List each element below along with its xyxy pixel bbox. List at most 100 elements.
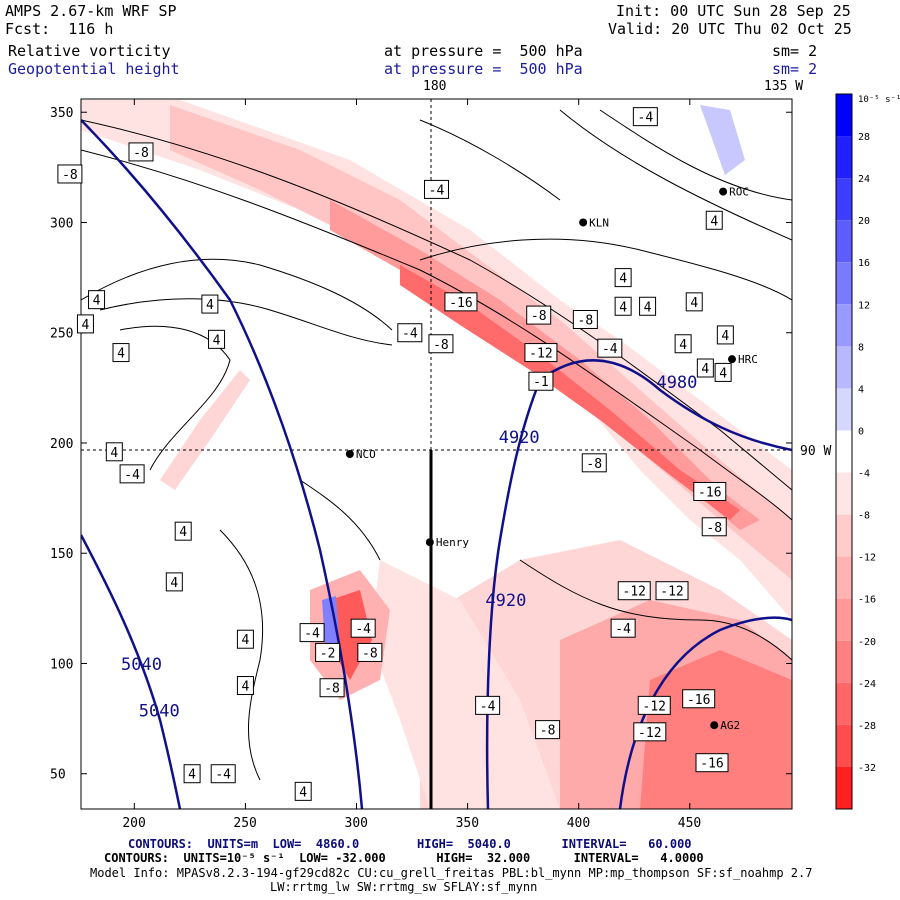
vort-label: -12: [660, 585, 683, 600]
vort-label: -8: [578, 313, 594, 328]
vort-shade-band-mid: [170, 105, 792, 580]
field2-level: at pressure = 500 hPa: [384, 60, 583, 78]
field2-smooth: sm= 2: [772, 60, 818, 78]
footer-height-contours: CONTOURS: UNITS=m LOW= 4860.0 HIGH= 5040…: [128, 837, 692, 851]
colorbar-label: -4: [858, 469, 870, 480]
vort-contour-4a: [81, 258, 393, 331]
vort-label-box: [637, 695, 671, 715]
vort-label: -12: [623, 585, 646, 600]
vort-shade-lower-right-inner: [640, 650, 792, 809]
station-label: KLN: [589, 216, 609, 229]
vort-label-box: [614, 296, 632, 316]
height-contour-4920: [485, 359, 792, 809]
height-contour-4980-right: [618, 616, 792, 809]
colorbar-swatch: [836, 262, 852, 305]
y-tick-label: 50: [50, 768, 66, 783]
vort-label: 4: [213, 333, 221, 348]
vort-label: -8: [531, 309, 547, 324]
vort-label: -1: [533, 375, 549, 390]
vort-label-box: [428, 334, 454, 354]
vort-label: 4: [188, 768, 196, 783]
vort-label: -8: [62, 168, 78, 183]
colorbar-swatch: [836, 556, 852, 599]
vort-contours: [81, 109, 792, 781]
vort-label: -16: [449, 296, 472, 311]
vort-label-box: [76, 314, 94, 334]
plot-frame: [80, 98, 793, 810]
height-label: 4920: [499, 428, 540, 448]
vort-label: 4: [721, 329, 729, 344]
vort-label: -16: [700, 757, 723, 772]
field2-name: Geopotential height: [8, 60, 180, 78]
colorbar-label: 12: [858, 300, 870, 311]
vort-label-box: [693, 481, 727, 501]
stations: NCO Henry KLN HRC ROC AG2: [345, 186, 758, 732]
field1-name: Relative vorticity: [8, 42, 171, 60]
colorbar-label: 20: [858, 216, 870, 227]
vort-label: -12: [643, 699, 666, 714]
vort-label-box: [639, 296, 657, 316]
station-label: ROC: [729, 186, 749, 199]
vort-label: -4: [615, 622, 631, 637]
vort-label: -16: [698, 485, 721, 500]
vort-label-box: [319, 678, 345, 698]
vort-label-box: [201, 294, 219, 314]
vort-label-box: [632, 107, 658, 127]
vort-label: 4: [679, 338, 687, 353]
station-marker: [719, 187, 728, 196]
vort-label-box: [210, 764, 236, 784]
vort-label: 4: [117, 347, 125, 362]
height-contours: [81, 119, 792, 809]
vort-label: 4: [619, 272, 627, 287]
valid-time: Valid: 20 UTC Thu 02 Oct 25: [608, 20, 852, 38]
vort-label: -4: [429, 183, 445, 198]
colorbar-swatch: [836, 304, 852, 347]
height-contour-4980-left: [81, 119, 364, 809]
vort-label: 4: [242, 680, 250, 695]
y-tick-label: 350: [50, 106, 73, 121]
vort-label: 4: [110, 446, 118, 461]
vort-shade-top-positive: [700, 105, 745, 175]
colorbar-label: 0: [858, 426, 864, 437]
colorbar-units: 10⁻⁵ s⁻¹: [858, 95, 900, 105]
colorbar-swatch: [836, 514, 852, 557]
vort-label-box: [105, 442, 123, 462]
axes: 200 250 300 350 400 450 50 100 150 200 250 300 350: [50, 99, 792, 831]
vort-label: 4: [299, 785, 307, 800]
vort-label: -16: [687, 693, 710, 708]
colorbar-label: 28: [858, 132, 870, 143]
colorbar-label: -20: [858, 637, 876, 648]
colorbar-label: -28: [858, 721, 876, 732]
vort-label-box: [444, 292, 478, 312]
vort-label: -4: [602, 342, 618, 357]
x-tick-label: 250: [233, 816, 256, 831]
vort-contour-4c: [119, 325, 231, 471]
vort-label-box: [674, 334, 692, 354]
vort-label-box: [716, 325, 734, 345]
vort-label: 4: [719, 366, 727, 381]
init-time: Init: 00 UTC Sun 28 Sep 25: [616, 2, 851, 20]
vort-label: -4: [124, 468, 140, 483]
vort-label: -4: [355, 622, 371, 637]
colorbar-swatch: [836, 136, 852, 179]
vort-label: -8: [540, 724, 556, 739]
vort-label-box: [397, 323, 423, 343]
colorbar-swatch: [836, 220, 852, 263]
colorbar-frame: [835, 93, 853, 810]
colorbar-label: -16: [858, 595, 876, 606]
vort-shade-lower-center: [370, 560, 560, 809]
vort-label-box: [112, 343, 130, 363]
vort-label: -4: [480, 699, 496, 714]
vort-label-box: [119, 464, 145, 484]
colorbar-swatch: [836, 724, 852, 767]
vort-contour-4f: [599, 109, 792, 201]
vort-label-box: [524, 343, 558, 363]
meridian-135w-label: 135 W: [764, 79, 803, 94]
vort-label: -12: [638, 726, 661, 741]
vort-label: -8: [586, 457, 602, 472]
footer-vort-contours: CONTOURS: UNITS=10⁻⁵ s⁻¹ LOW= -32.000 HI…: [104, 851, 704, 865]
vort-label: -4: [402, 327, 418, 342]
colorbar-swatch: [836, 640, 852, 683]
colorbar-swatch: [836, 472, 852, 515]
forecast-hour: Fcst: 116 h: [5, 20, 114, 38]
